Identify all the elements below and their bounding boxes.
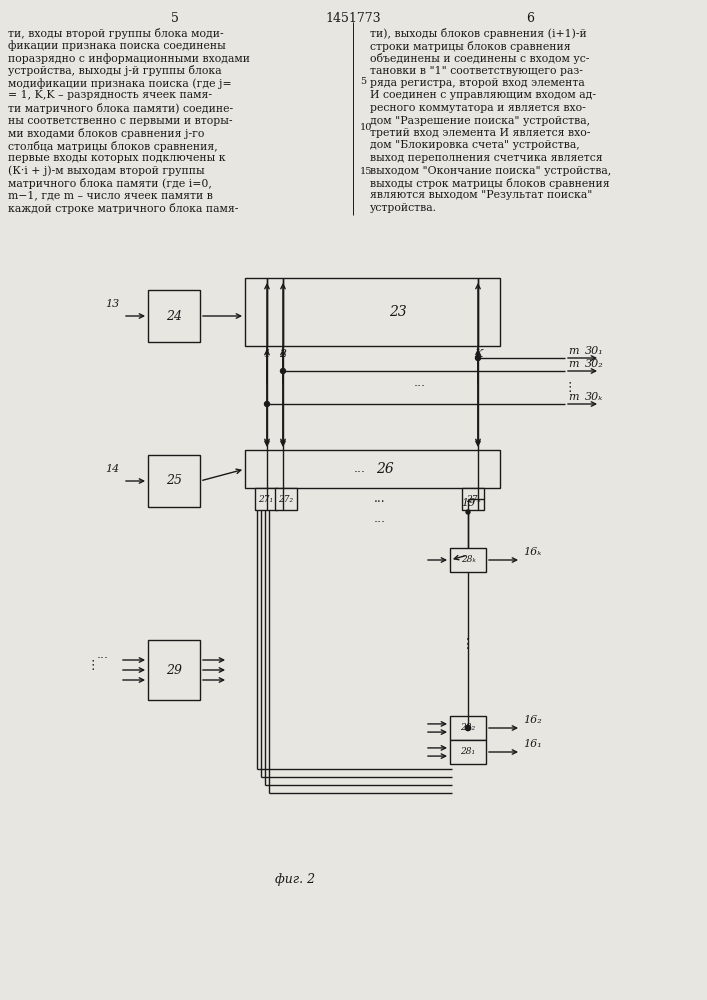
Text: = 1, K,K – разрядность ячеек памя-: = 1, K,K – разрядность ячеек памя- (8, 91, 212, 101)
Text: ресного коммутатора и является вхо-: ресного коммутатора и является вхо- (370, 103, 586, 113)
Text: ⋮: ⋮ (461, 637, 475, 651)
Text: 16₁: 16₁ (523, 739, 542, 749)
Bar (275, 488, 297, 510)
Text: 13: 13 (105, 299, 119, 309)
Bar (245, 278, 500, 346)
Text: 26: 26 (376, 462, 394, 476)
Bar (255, 488, 277, 510)
Circle shape (281, 368, 286, 373)
Text: выходы строк матрицы блоков сравнения: выходы строк матрицы блоков сравнения (370, 178, 609, 189)
Bar (245, 450, 500, 488)
Text: m: m (568, 359, 578, 369)
Text: ...: ... (414, 376, 426, 389)
Text: 5: 5 (360, 78, 366, 87)
Bar (450, 740, 486, 764)
Text: ⋮: ⋮ (563, 381, 576, 394)
Text: m: m (568, 346, 578, 356)
Text: ти, входы второй группы блока моди-: ти, входы второй группы блока моди- (8, 28, 223, 39)
Text: 29: 29 (166, 664, 182, 676)
Text: m: m (568, 392, 578, 402)
Text: 30ₖ: 30ₖ (585, 392, 603, 402)
Text: устройства.: устройства. (370, 203, 437, 213)
Circle shape (465, 726, 470, 730)
Text: 28ₖ: 28ₖ (461, 556, 475, 564)
Text: ны соответственно с первыми и вторы-: ны соответственно с первыми и вторы- (8, 115, 233, 125)
Text: 24: 24 (166, 310, 182, 322)
Text: ...: ... (97, 648, 109, 662)
Text: K: K (474, 349, 482, 359)
Text: 23: 23 (389, 305, 407, 319)
Circle shape (264, 401, 269, 406)
Text: 16ₖ: 16ₖ (523, 547, 542, 557)
Text: строки матрицы блоков сравнения: строки матрицы блоков сравнения (370, 40, 571, 51)
Circle shape (476, 356, 481, 360)
Text: 10: 10 (360, 122, 373, 131)
Text: ти), выходы блоков сравнения (i+1)-й: ти), выходы блоков сравнения (i+1)-й (370, 28, 587, 39)
Text: ⋮: ⋮ (87, 658, 99, 672)
Text: 19: 19 (461, 498, 475, 508)
Text: выходом "Окончание поиска" устройства,: выходом "Окончание поиска" устройства, (370, 165, 612, 176)
Bar (148, 290, 200, 342)
Text: (К·i + j)-м выходам второй группы: (К·i + j)-м выходам второй группы (8, 165, 204, 176)
Text: фикации признака поиска соединены: фикации признака поиска соединены (8, 40, 226, 51)
Text: матричного блока памяти (где i=0,: матричного блока памяти (где i=0, (8, 178, 212, 189)
Circle shape (465, 726, 470, 730)
Text: 25: 25 (166, 475, 182, 488)
Text: тановки в "1" соответствующего раз-: тановки в "1" соответствующего раз- (370, 66, 583, 76)
Text: 28₁: 28₁ (460, 748, 476, 756)
Text: устройства, выходы j-й группы блока: устройства, выходы j-й группы блока (8, 66, 221, 77)
Text: 15: 15 (360, 166, 373, 176)
Text: 5: 5 (171, 12, 179, 25)
Text: 1: 1 (264, 349, 271, 359)
Text: ми входами блоков сравнения j-го: ми входами блоков сравнения j-го (8, 128, 204, 139)
Text: 6: 6 (526, 12, 534, 25)
Text: 27₁: 27₁ (259, 494, 274, 504)
Text: объединены и соединены с входом ус-: объединены и соединены с входом ус- (370, 53, 590, 64)
Text: модификации признака поиска (где j=: модификации признака поиска (где j= (8, 78, 232, 89)
Text: 2: 2 (279, 349, 286, 359)
Text: выход переполнения счетчика является: выход переполнения счетчика является (370, 153, 602, 163)
Circle shape (466, 510, 470, 514)
Text: 14: 14 (105, 464, 119, 474)
Text: дом "Разрешение поиска" устройства,: дом "Разрешение поиска" устройства, (370, 115, 590, 125)
Bar (450, 716, 486, 740)
Bar (148, 455, 200, 507)
Text: третий вход элемента И является вхо-: третий вход элемента И является вхо- (370, 128, 590, 138)
Text: столбца матрицы блоков сравнения,: столбца матрицы блоков сравнения, (8, 140, 218, 151)
Text: первые входы которых подключены к: первые входы которых подключены к (8, 153, 226, 163)
Text: 28₂: 28₂ (460, 724, 476, 732)
Text: каждой строке матричного блока памя-: каждой строке матричного блока памя- (8, 203, 238, 214)
Text: 30₁: 30₁ (585, 346, 604, 356)
Text: 27ₖ: 27ₖ (466, 494, 480, 504)
Bar (148, 640, 200, 700)
Text: ряда регистра, второй вход элемента: ряда регистра, второй вход элемента (370, 78, 585, 88)
Bar (450, 548, 486, 572)
Text: ...: ... (373, 512, 385, 524)
Text: 16₂: 16₂ (523, 715, 542, 725)
Text: являются выходом "Результат поиска": являются выходом "Результат поиска" (370, 190, 592, 200)
Text: И соединен с управляющим входом ад-: И соединен с управляющим входом ад- (370, 91, 596, 101)
Text: дом "Блокировка счета" устройства,: дом "Блокировка счета" устройства, (370, 140, 580, 150)
Text: m−1, где m – число ячеек памяти в: m−1, где m – число ячеек памяти в (8, 190, 213, 200)
Text: ...: ... (374, 492, 385, 506)
Text: 27₂: 27₂ (279, 494, 293, 504)
Text: 1451773: 1451773 (325, 12, 381, 25)
Text: ...: ... (354, 462, 366, 476)
Bar (462, 488, 484, 510)
Text: ти матричного блока памяти) соедине-: ти матричного блока памяти) соедине- (8, 103, 233, 114)
Text: фиг. 2: фиг. 2 (275, 874, 315, 886)
Text: 30₂: 30₂ (585, 359, 604, 369)
Text: поразрядно с информационными входами: поразрядно с информационными входами (8, 53, 250, 64)
